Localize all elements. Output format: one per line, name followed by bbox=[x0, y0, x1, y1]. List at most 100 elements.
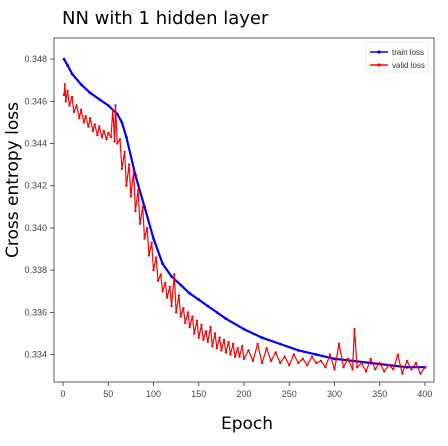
valid-loss-point bbox=[75, 104, 78, 107]
valid-loss-point bbox=[251, 359, 255, 363]
valid-loss-point bbox=[82, 121, 86, 124]
valid-loss-point bbox=[91, 129, 95, 133]
axis-ticks: 0 50 100 150 200 250 300 350 400 0.334 0.336 0.338 0… bbox=[24, 54, 432, 399]
train-loss-point bbox=[62, 57, 66, 61]
valid-loss-point bbox=[200, 323, 203, 327]
train-loss-point bbox=[315, 353, 318, 356]
valid-loss-point bbox=[414, 361, 418, 365]
y-tick-label: 0.344 bbox=[24, 139, 47, 149]
valid-loss-point bbox=[184, 321, 187, 325]
valid-loss-point bbox=[369, 357, 372, 360]
valid-loss-point bbox=[241, 344, 244, 348]
valid-loss-point bbox=[164, 281, 167, 284]
valid-loss-point bbox=[84, 114, 87, 118]
valid-loss-point bbox=[378, 361, 381, 365]
valid-loss-point bbox=[177, 294, 181, 297]
valid-loss-point bbox=[355, 366, 359, 369]
y-tick-label: 0.336 bbox=[24, 307, 47, 317]
valid-loss-point bbox=[123, 150, 126, 154]
y-tick-label: 0.340 bbox=[24, 223, 47, 233]
valid-loss-point bbox=[292, 353, 295, 356]
train-loss-point bbox=[188, 292, 192, 295]
x-tick-label: 300 bbox=[327, 389, 342, 399]
valid-loss-point bbox=[63, 83, 67, 86]
valid-loss-point bbox=[392, 368, 395, 371]
valid-loss-point bbox=[288, 363, 291, 367]
train-loss-point bbox=[179, 283, 183, 287]
valid-loss-point bbox=[319, 359, 323, 363]
valid-loss-point bbox=[360, 361, 363, 365]
valid-loss-point bbox=[161, 290, 164, 293]
valid-loss-point bbox=[274, 351, 277, 354]
x-tick-label: 150 bbox=[191, 389, 206, 399]
valid-loss-point bbox=[236, 347, 239, 350]
valid-loss-point bbox=[188, 325, 191, 329]
train-loss-point bbox=[79, 83, 83, 86]
x-tick-label: 250 bbox=[282, 389, 297, 399]
valid-loss-point bbox=[213, 332, 217, 335]
valid-loss-point bbox=[182, 306, 185, 310]
valid-loss-point bbox=[315, 361, 318, 365]
valid-loss-point bbox=[165, 296, 169, 299]
valid-loss-point bbox=[195, 319, 199, 322]
valid-loss-point bbox=[337, 342, 341, 346]
valid-loss-point bbox=[159, 273, 162, 276]
valid-loss-point bbox=[333, 368, 336, 371]
valid-loss-point bbox=[265, 347, 268, 350]
train-loss-point bbox=[224, 317, 228, 321]
valid-loss-point bbox=[419, 372, 422, 375]
valid-loss-point bbox=[96, 133, 99, 137]
train-loss-point bbox=[296, 348, 300, 352]
train-loss-point bbox=[206, 304, 210, 308]
valid-loss-point bbox=[78, 117, 81, 120]
valid-loss-point bbox=[93, 123, 96, 126]
valid-loss-point bbox=[342, 366, 345, 369]
valid-loss-point bbox=[138, 222, 142, 225]
valid-loss-point bbox=[146, 226, 149, 230]
train-loss-point bbox=[125, 135, 128, 139]
valid-loss-point bbox=[242, 357, 246, 360]
valid-loss-point bbox=[68, 104, 71, 107]
train-loss-point bbox=[215, 311, 219, 314]
valid-loss-point bbox=[297, 361, 300, 365]
valid-loss-point bbox=[174, 311, 178, 314]
valid-loss-point bbox=[279, 361, 282, 365]
train-loss-point bbox=[242, 327, 246, 331]
y-tick-label: 0.338 bbox=[24, 265, 47, 275]
legend: train loss valid loss bbox=[365, 41, 429, 73]
valid-loss-point bbox=[72, 110, 76, 114]
valid-loss-point bbox=[353, 328, 356, 331]
chart-title: NN with 1 hidden layer bbox=[62, 8, 269, 29]
train-loss-point bbox=[152, 237, 155, 240]
valid-loss-point bbox=[204, 330, 208, 333]
x-tick-label: 350 bbox=[372, 389, 387, 399]
valid-loss-point bbox=[155, 256, 158, 259]
valid-loss-point bbox=[147, 254, 151, 257]
valid-loss-series bbox=[62, 83, 427, 375]
valid-loss-point bbox=[306, 363, 309, 367]
valid-loss-point bbox=[107, 131, 110, 135]
train-loss-series bbox=[62, 57, 427, 369]
valid-loss-point bbox=[364, 370, 368, 373]
valid-loss-point bbox=[260, 361, 264, 365]
valid-loss-point bbox=[324, 366, 327, 369]
valid-loss-point bbox=[62, 93, 66, 97]
valid-loss-point bbox=[238, 355, 241, 358]
train-loss-legend-label: train loss bbox=[392, 48, 424, 57]
valid-loss-point bbox=[197, 336, 200, 339]
valid-loss-point bbox=[113, 140, 116, 143]
valid-loss-point bbox=[310, 355, 314, 358]
valid-loss-point bbox=[256, 342, 259, 346]
valid-loss-point bbox=[211, 344, 214, 348]
valid-loss-point bbox=[202, 338, 205, 341]
train-loss-point bbox=[405, 365, 409, 369]
valid-loss-point bbox=[143, 237, 146, 240]
train-loss-point bbox=[97, 97, 101, 101]
series-layer bbox=[62, 57, 427, 375]
valid-loss-point bbox=[79, 108, 83, 112]
x-tick-label: 0 bbox=[61, 389, 66, 399]
valid-loss-point bbox=[193, 332, 196, 335]
valid-loss-point bbox=[209, 325, 212, 329]
valid-loss-point bbox=[89, 117, 92, 120]
valid-loss-point bbox=[191, 315, 194, 318]
